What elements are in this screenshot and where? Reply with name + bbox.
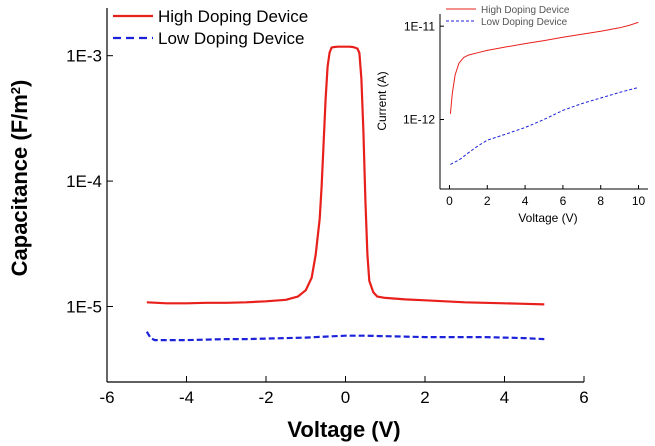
main-x-tick-label: 6 [579,388,588,407]
main-y-tick-label: 1E-4 [66,172,102,191]
inset-legend: High Doping Device Low Doping Device [446,5,570,28]
inset-x-tick-label: 6 [560,194,567,208]
inset-series-line-low-doping [450,87,639,165]
inset-x-tick-label: 8 [597,194,604,208]
inset-legend-label-low: Low Doping Device [481,17,568,28]
main-series-line-high-doping [146,45,545,306]
inset-x-tick-label: 10 [632,194,646,208]
main-x-tick-label: -4 [179,388,194,407]
main-x-axis-title: Voltage (V) [287,417,400,442]
main-legend: High Doping Device Low Doping Device [113,7,308,48]
inset-y-ticks: 1E-12 1E-11 [403,19,444,127]
main-y-tick-label: 1E-3 [66,47,102,66]
main-series-line-low-doping [145,331,545,342]
inset-x-axis-title: Voltage (V) [518,211,577,225]
inset-y-tick-label: 1E-12 [403,113,435,127]
main-y-tick-label: 1E-5 [66,297,102,316]
main-y-axis-title: Capacitance (F/m2) [7,80,32,277]
inset-x-tick-label: 0 [446,194,453,208]
main-x-tick-label: 4 [500,388,509,407]
inset-x-tick-label: 4 [522,194,529,208]
inset-x-tick-label: 2 [484,194,491,208]
main-series-group [145,45,545,342]
main-legend-label-high: High Doping Device [158,7,308,26]
inset-chart: 1E-12 1E-11 0 2 4 6 8 10 High Doping Device Lo… [375,5,648,225]
inset-series-group [449,21,639,165]
main-legend-label-low: Low Doping Device [158,29,304,48]
inset-background [438,13,638,185]
main-chart: 1E-5 1E-4 1E-3 -6 -4 -2 0 2 4 6 High Doping Devi… [7,7,589,442]
main-x-tick-label: 2 [420,388,429,407]
main-x-ticks: -6 -4 -2 0 2 4 6 [99,376,589,407]
main-x-tick-label: -6 [99,388,114,407]
inset-x-ticks: 0 2 4 6 8 10 [446,185,646,208]
inset-series-line-high-doping [449,21,639,114]
inset-y-tick-label: 1E-11 [404,19,435,33]
main-y-ticks: 1E-5 1E-4 1E-3 [66,47,113,316]
main-x-tick-label: 0 [341,388,350,407]
inset-y-axis-title: Current (A) [375,71,389,130]
inset-legend-label-high: High Doping Device [481,5,570,16]
main-x-tick-label: -2 [258,388,273,407]
